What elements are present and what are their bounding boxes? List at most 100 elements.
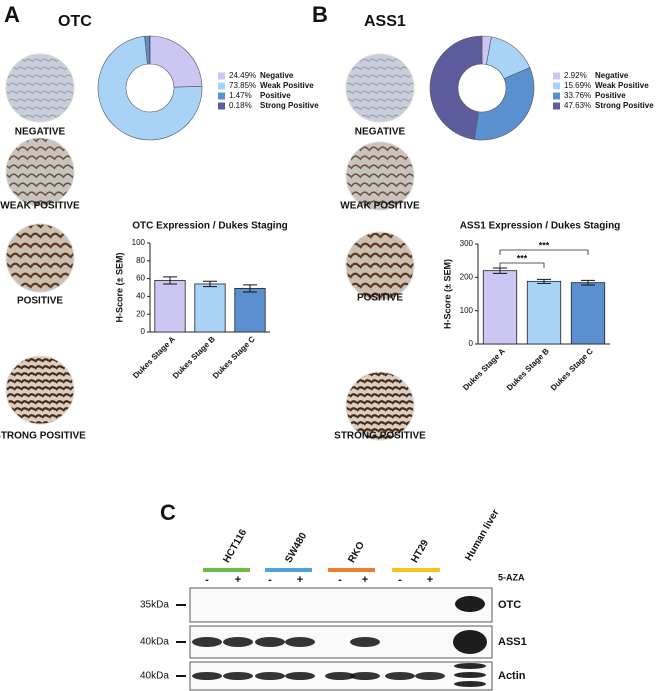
blot-band <box>454 681 486 687</box>
legend-swatch <box>553 92 560 100</box>
error-bar <box>163 276 177 285</box>
legend-swatch <box>218 82 225 90</box>
blot-band <box>223 672 253 680</box>
error-bar <box>203 280 217 288</box>
treatment-sign: - <box>205 574 209 586</box>
tissue-label: STRONG POSITIVE <box>334 431 426 442</box>
y-axis-label: H-Score (± SEM) <box>114 253 124 323</box>
legend-value: 0.18% <box>229 101 252 110</box>
cell-line-label: Human liver <box>463 508 501 563</box>
y-tick-label: 0 <box>469 339 474 348</box>
legend-label: Strong Positive <box>595 101 654 110</box>
blot-band <box>192 637 222 647</box>
blot-band <box>285 672 315 680</box>
error-bar <box>243 284 257 293</box>
tissue-label: NEGATIVE <box>15 127 66 138</box>
significance-bracket <box>499 249 589 255</box>
cell-line-label: HCT116 <box>221 527 249 565</box>
cell-line-label: SW480 <box>283 531 309 565</box>
bar <box>194 283 226 333</box>
legend-value: 1.47% <box>229 91 252 100</box>
bar <box>570 282 606 345</box>
legend-swatch <box>553 72 560 80</box>
cell-line-label: RKO <box>346 540 367 565</box>
legend-value: 73.85% <box>229 81 256 90</box>
donut-slice <box>149 35 203 88</box>
legend-value: 24.49% <box>229 71 256 80</box>
legend-value: 2.92% <box>564 71 587 80</box>
treatment-sign: + <box>235 574 241 586</box>
legend-label: Positive <box>260 91 291 100</box>
x-tick-label: Dukes Stage A <box>131 334 177 380</box>
legend-value: 15.69% <box>564 81 591 90</box>
cell-line-label: HT29 <box>409 538 431 565</box>
donut-slice <box>149 35 151 65</box>
legend-label: Negative <box>260 71 294 80</box>
bar <box>234 287 266 333</box>
blot-band <box>350 637 380 647</box>
legend-swatch <box>218 72 225 80</box>
tissue-label: WEAK POSITIVE <box>0 201 80 212</box>
tissue-core <box>5 137 75 207</box>
significance-label: *** <box>517 253 528 263</box>
y-tick-label: 60 <box>136 274 145 283</box>
significance-bracket <box>499 262 545 268</box>
protein-label: OTC <box>498 599 521 611</box>
blot-band <box>385 672 415 680</box>
legend-value: 47.63% <box>564 101 591 110</box>
tissue-label: POSITIVE <box>17 296 63 307</box>
significance-label: *** <box>539 240 550 250</box>
y-tick-label: 80 <box>136 256 145 265</box>
treatment-sign: + <box>362 574 368 586</box>
blot-band <box>350 672 380 680</box>
x-tick-label: Dukes Stage A <box>461 346 507 392</box>
y-tick-label: 100 <box>460 306 474 315</box>
error-bar <box>581 279 595 286</box>
x-tick-label: Dukes Stage C <box>211 334 257 380</box>
blot-band <box>285 637 315 647</box>
blot-band <box>255 672 285 680</box>
legend-value: 33.76% <box>564 91 591 100</box>
blot-band <box>192 672 222 680</box>
blot-band <box>325 672 355 680</box>
tissue-label: WEAK POSITIVE <box>340 201 420 212</box>
x-tick-label: Dukes Stage C <box>549 346 595 392</box>
panel-label: C <box>160 500 176 525</box>
blot-band <box>455 596 485 612</box>
blot-band <box>454 663 486 669</box>
donut-slice <box>429 35 483 140</box>
legend-label: Negative <box>595 71 629 80</box>
y-tick-label: 40 <box>136 292 145 301</box>
treatment-label: 5-AZA <box>498 572 525 582</box>
donut-slice <box>97 35 203 141</box>
legend-label: Weak Positive <box>595 81 649 90</box>
legend-label: Weak Positive <box>260 81 314 90</box>
legend-label: Positive <box>595 91 626 100</box>
panel-label: A <box>4 2 20 27</box>
tissue-core <box>345 141 415 211</box>
donut-slice <box>473 67 535 141</box>
treatment-sign: + <box>427 574 433 586</box>
legend-label: Strong Positive <box>260 101 319 110</box>
bar <box>154 279 186 333</box>
tissue-core <box>5 223 75 293</box>
legend-swatch <box>553 102 560 110</box>
protein-label: Actin <box>498 670 526 682</box>
tissue-core <box>345 371 415 441</box>
y-tick-label: 20 <box>136 309 145 318</box>
y-tick-label: 0 <box>141 327 146 336</box>
bar <box>526 280 562 345</box>
legend-swatch <box>218 102 225 110</box>
treatment-sign: - <box>398 574 402 586</box>
treatment-sign: - <box>338 574 342 586</box>
legend-swatch <box>218 92 225 100</box>
marker-label: 40kDa <box>140 671 169 682</box>
panel-title: OTC <box>58 13 92 30</box>
protein-label: ASS1 <box>498 636 527 648</box>
blot-band <box>223 637 253 647</box>
marker-label: 35kDa <box>140 600 169 611</box>
blot-band <box>415 672 445 680</box>
y-tick-label: 100 <box>132 238 146 247</box>
legend-swatch <box>553 82 560 90</box>
